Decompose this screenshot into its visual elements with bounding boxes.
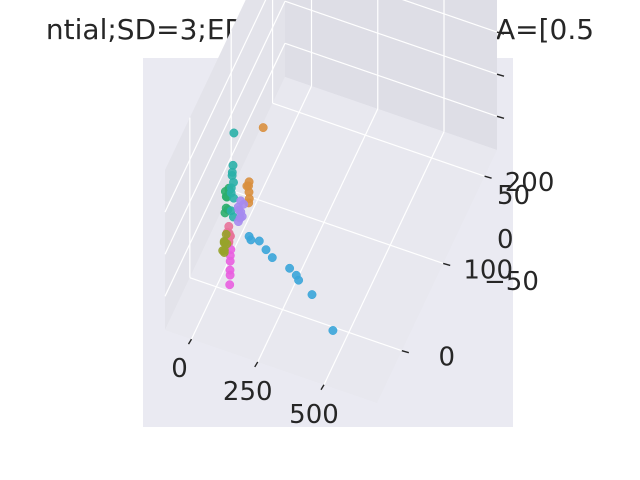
- grid-line-z-left: [164, 0, 286, 255]
- z-tick-label: 50: [497, 181, 530, 211]
- scatter-point: [294, 275, 304, 285]
- x-tick-mark: [254, 361, 259, 368]
- scatter-point: [224, 221, 234, 231]
- y-tick-mark: [401, 349, 410, 354]
- scatter-point: [218, 246, 228, 256]
- y-tick-label: 100: [463, 255, 513, 285]
- scatter-point: [246, 235, 256, 245]
- scatter-point: [225, 270, 235, 280]
- z-tick-mark: [496, 31, 505, 35]
- grid-line-z-back: [284, 0, 498, 75]
- scatter-point: [221, 229, 231, 239]
- scatter-point: [236, 196, 246, 206]
- scatter-point: [225, 280, 235, 290]
- z-tick-mark: [496, 73, 505, 77]
- scatter-point: [328, 326, 338, 335]
- x-tick-mark: [320, 384, 325, 391]
- x-tick-label: 250: [223, 377, 273, 407]
- scatter-point: [261, 245, 271, 255]
- grid-line-z-left: [164, 43, 286, 297]
- z-tick-label: 0: [497, 225, 514, 255]
- scatter-point: [285, 263, 295, 273]
- scatter-point: [242, 181, 252, 191]
- x-tick-label: 500: [289, 400, 339, 430]
- grid-line-y-floor: [189, 277, 403, 352]
- scatter-point: [225, 256, 235, 266]
- z-tick-label: −50: [484, 267, 539, 297]
- scatter-point: [307, 290, 317, 300]
- grid-line-x-floor: [323, 131, 445, 386]
- grid-line-x-floor: [190, 85, 313, 340]
- grid-line-y-floor: [272, 102, 485, 177]
- y-tick-mark: [484, 175, 492, 179]
- scatter-point: [227, 167, 237, 177]
- scatter-point: [222, 239, 232, 249]
- grid-line-z-back: [401, 0, 498, 33]
- y-tick-label: 0: [439, 343, 456, 373]
- x-tick-mark: [187, 338, 193, 345]
- scatter-point: [258, 123, 268, 133]
- pane-left: [165, 0, 285, 330]
- grid-line-y-floor: [231, 189, 444, 264]
- scatter-point: [254, 236, 264, 246]
- y-tick-mark: [443, 262, 451, 267]
- pane-floor: [165, 77, 497, 403]
- z-tick-mark: [496, 115, 505, 119]
- x-tick-label: 0: [171, 354, 188, 384]
- y-tick-label: 200: [505, 168, 555, 198]
- scatter-point: [233, 217, 243, 227]
- scatter-point: [226, 183, 236, 193]
- grid-line-x-floor: [257, 108, 379, 363]
- scatter-point: [229, 128, 239, 138]
- grid-line-z-left: [164, 0, 267, 213]
- scatter-point: [267, 253, 277, 263]
- grid-line-z-back: [284, 42, 498, 117]
